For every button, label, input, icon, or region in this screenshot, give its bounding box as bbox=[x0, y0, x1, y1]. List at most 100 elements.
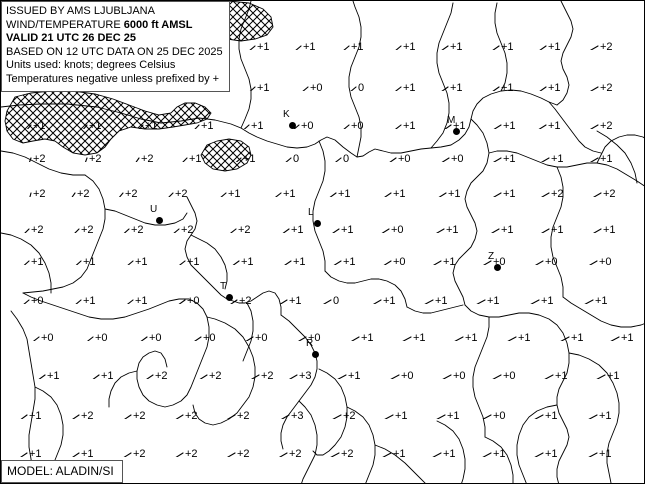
wind-barb bbox=[438, 192, 447, 197]
station-temperature: +2 bbox=[131, 224, 144, 236]
station-temperature: +1 bbox=[446, 224, 459, 236]
station-temperature: +1 bbox=[291, 224, 304, 236]
city-marker-label: Z bbox=[488, 251, 495, 262]
city-marker-dot bbox=[453, 128, 460, 135]
wind-barb bbox=[28, 157, 32, 162]
station-temperature: +1 bbox=[343, 256, 356, 268]
station-temperature: +0 bbox=[95, 332, 108, 344]
station-temperature: +0 bbox=[301, 120, 314, 132]
station-temperature: +1 bbox=[393, 448, 406, 460]
header-valid-time: VALID 21 UTC 26 DEC 25 bbox=[6, 32, 137, 45]
wind-barb bbox=[220, 192, 227, 197]
station-temperature: +1 bbox=[228, 188, 241, 200]
station-temperature: +1 bbox=[338, 188, 351, 200]
wind-barb bbox=[492, 157, 502, 162]
wind-barb bbox=[337, 374, 347, 379]
station-temperature: +0 bbox=[401, 370, 414, 382]
wind-barb bbox=[441, 86, 449, 91]
wind-barb bbox=[124, 414, 132, 419]
station-temperature: +1 bbox=[413, 332, 426, 344]
model-label-box: MODEL: ALADIN/SI bbox=[1, 460, 123, 483]
wind-barb bbox=[173, 228, 180, 233]
station-temperature: +0 bbox=[203, 332, 216, 344]
wind-barb bbox=[86, 336, 94, 341]
wind-barb bbox=[540, 192, 550, 197]
wind-barb bbox=[178, 299, 186, 304]
header-temp-note: Temperatures negative unless prefixed by… bbox=[6, 72, 220, 85]
station-temperature: +2 bbox=[81, 224, 94, 236]
wind-barb bbox=[175, 414, 184, 419]
station-temperature: +1 bbox=[501, 41, 514, 53]
wind-barb bbox=[492, 86, 500, 91]
wind-barb bbox=[194, 124, 200, 129]
station-temperature: +2 bbox=[343, 410, 356, 422]
city-marker-label: M bbox=[447, 115, 456, 126]
wind-barb bbox=[279, 299, 288, 304]
station-temperature: +2 bbox=[185, 410, 198, 422]
station-temperature: +1 bbox=[448, 188, 461, 200]
station-temperature: +1 bbox=[503, 120, 516, 132]
station-temperature: +1 bbox=[83, 295, 96, 307]
station-temperature: +2 bbox=[237, 448, 250, 460]
wind-barb bbox=[274, 192, 282, 197]
wind-barb bbox=[75, 299, 82, 304]
station-temperature: +1 bbox=[541, 295, 554, 307]
city-marker-label: K bbox=[283, 109, 290, 120]
wind-barb bbox=[146, 374, 154, 379]
station-temperature: +0 bbox=[453, 370, 466, 382]
station-temperature: +1 bbox=[551, 153, 564, 165]
wind-barb bbox=[123, 452, 132, 457]
station-temperature: +1 bbox=[383, 295, 396, 307]
wind-barb bbox=[544, 374, 554, 379]
station-temperature: +1 bbox=[443, 256, 456, 268]
wind-barb bbox=[596, 374, 606, 379]
station-temperature: +1 bbox=[600, 153, 613, 165]
station-temperature: +0 bbox=[493, 410, 506, 422]
station-temperature: +1 bbox=[403, 82, 416, 94]
wind-barb bbox=[540, 157, 550, 162]
station-temperature: +1 bbox=[545, 448, 558, 460]
wind-barb bbox=[530, 299, 540, 304]
station-temperature: +1 bbox=[187, 256, 200, 268]
station-temperature: +2 bbox=[33, 153, 46, 165]
wind-barb bbox=[330, 452, 340, 457]
wind-barb bbox=[245, 336, 254, 341]
station-temperature: +2 bbox=[31, 224, 44, 236]
station-temperature: +1 bbox=[503, 153, 516, 165]
station-temperature: +1 bbox=[361, 332, 374, 344]
station-temperature: +1 bbox=[518, 332, 531, 344]
station-temperature: +0 bbox=[310, 82, 323, 94]
station-temperature: +1 bbox=[447, 410, 460, 422]
wind-barb bbox=[381, 228, 390, 233]
station-temperature: +0 bbox=[255, 332, 268, 344]
wind-barb bbox=[444, 124, 452, 129]
wind-barb bbox=[402, 336, 412, 341]
wind-barb bbox=[441, 157, 450, 162]
station-temperature: +2 bbox=[141, 153, 154, 165]
header-issued-by: ISSUED BY AMS LJUBLJANA bbox=[6, 5, 155, 17]
wind-barb bbox=[92, 374, 100, 379]
station-temperature: +1 bbox=[135, 295, 148, 307]
wind-barb bbox=[507, 336, 517, 341]
station-temperature: +1 bbox=[435, 295, 448, 307]
station-temperature: 0 bbox=[358, 82, 365, 94]
wind-barb bbox=[441, 45, 449, 50]
station-temperature: +1 bbox=[548, 82, 561, 94]
wind-barb bbox=[72, 414, 80, 419]
station-temperature: +1 bbox=[89, 120, 102, 132]
station-temperature: +1 bbox=[395, 410, 408, 422]
station-temperature: +2 bbox=[289, 448, 302, 460]
city-marker-dot bbox=[312, 351, 319, 358]
wind-barb bbox=[492, 192, 502, 197]
wind-barb bbox=[82, 124, 88, 129]
wind-barb bbox=[592, 228, 602, 233]
wind-barb bbox=[226, 452, 236, 457]
wind-barb bbox=[334, 157, 342, 162]
wind-barb bbox=[589, 45, 599, 50]
station-temperature: +0 bbox=[599, 256, 612, 268]
wind-barb bbox=[278, 452, 288, 457]
station-temperature: +1 bbox=[303, 41, 316, 53]
wind-barb bbox=[589, 86, 599, 91]
header-level: 6000 ft AMSL bbox=[123, 18, 193, 31]
